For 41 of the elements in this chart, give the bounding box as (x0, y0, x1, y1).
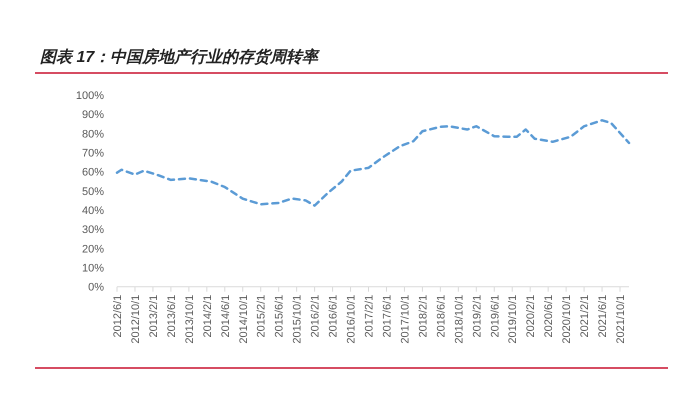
x-tick-label: 2016/10/1 (346, 294, 358, 344)
x-tick-label: 2015/6/1 (274, 294, 286, 338)
x-tick-label: 2014/6/1 (220, 294, 232, 338)
x-tick-label: 2019/10/1 (507, 294, 520, 344)
x-tick-label: 2018/6/1 (435, 294, 448, 338)
x-tick-label: 2019/6/1 (489, 294, 502, 338)
y-tick-label: 80% (82, 128, 104, 140)
x-tick-label: 2015/10/1 (292, 294, 304, 344)
x-tick-label: 2013/10/1 (184, 294, 196, 344)
x-tick-label: 2017/10/1 (399, 294, 412, 344)
y-tick-label: 10% (82, 262, 104, 275)
x-tick-label: 2016/6/1 (328, 294, 340, 338)
x-tick-label: 2020/6/1 (543, 294, 556, 338)
x-tick-label: 2014/2/1 (202, 294, 214, 338)
x-tick-label: 2014/10/1 (238, 294, 250, 344)
x-tick-label: 2017/2/1 (364, 294, 376, 338)
y-tick-label: 60% (82, 166, 104, 179)
x-tick-label: 2012/10/1 (130, 294, 142, 344)
x-tick-label: 2015/2/1 (256, 294, 268, 338)
x-tick-label: 2021/2/1 (579, 294, 592, 338)
y-tick-label: 100% (76, 90, 104, 102)
x-tick-label: 2013/2/1 (148, 294, 160, 338)
y-tick-label: 70% (82, 148, 104, 160)
x-tick-label: 2018/2/1 (417, 294, 430, 338)
x-tick-label: 2020/2/1 (525, 294, 538, 338)
x-tick-label: 2021/10/1 (615, 294, 628, 344)
x-tick-label: 2016/2/1 (310, 294, 322, 338)
y-tick-label: 0% (88, 282, 104, 294)
y-tick-label: 50% (82, 186, 104, 198)
x-tick-label: 2018/10/1 (453, 294, 466, 344)
y-tick-label: 30% (82, 224, 104, 236)
x-tick-label: 2017/6/1 (381, 294, 394, 338)
x-tick-label: 2021/6/1 (597, 294, 610, 338)
x-tick-label: 2019/2/1 (471, 294, 484, 338)
y-tick-label: 20% (82, 243, 104, 256)
chart-title: 图表 17：中国房地产行业的存货周转率 (40, 47, 320, 66)
x-tick-label: 2012/6/1 (112, 294, 124, 338)
x-tick-label: 2020/10/1 (561, 294, 574, 344)
y-tick-label: 40% (82, 205, 104, 218)
x-tick-label: 2013/6/1 (166, 294, 178, 338)
y-tick-label: 90% (82, 109, 104, 122)
